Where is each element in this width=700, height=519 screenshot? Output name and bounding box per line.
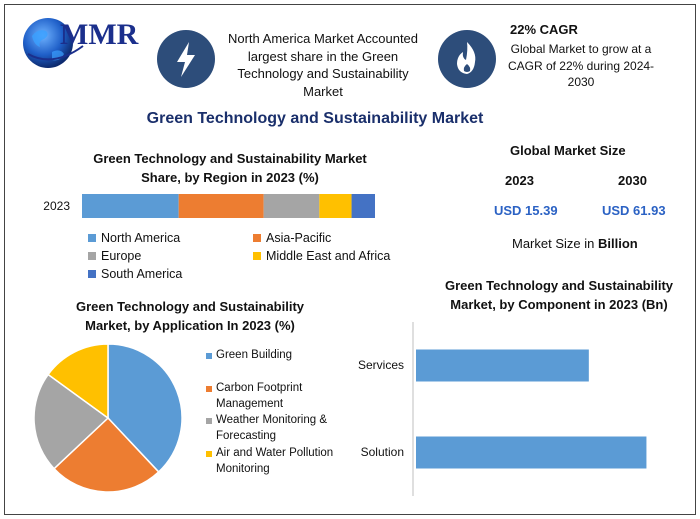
globe-logo-icon [23,18,84,68]
region-bar-segment-4 [351,194,375,218]
market-size-note: Market Size in Billion [512,236,638,251]
region-bar-segment-3 [319,194,352,218]
region-legend-item: North America [88,231,180,245]
pie-slice-1 [52,416,160,493]
region-legend-item: Europe [88,249,141,263]
market-value-2023: USD 15.39 [494,203,558,218]
flame-icon [438,30,496,88]
info-north-america: North America Market Accounted largest s… [227,31,419,99]
pie-slice-3 [47,343,109,420]
legend-label: Asia-Pacific [266,231,332,245]
application-legend-item: Carbon Footprint Management [206,381,346,412]
region-chart-title: Green Technology and Sustainability Mark… [93,151,367,185]
legend-swatch [206,418,212,424]
legend-label: Air and Water Pollution Monitoring [216,447,334,475]
pie-slice-2 [33,373,110,470]
market-size-note-prefix: Market Size in [512,236,598,251]
market-year-2023: 2023 [505,173,534,188]
legend-label: Carbon Footprint Management [216,382,303,410]
legend-swatch [88,252,96,260]
cagr-title: 22% CAGR [510,22,578,37]
legend-swatch [206,353,212,359]
legend-label: North America [101,231,181,245]
region-bar-segment-0 [82,194,179,218]
region-bar-segment-1 [178,194,264,218]
market-year-2030: 2030 [618,173,647,188]
legend-swatch [88,270,96,278]
component-category-label: Services [357,357,404,372]
market-value-2030: USD 61.93 [602,203,666,218]
brand-logo-text: MMR [60,18,139,51]
legend-label: Europe [101,249,142,263]
pie-slice-0 [107,343,183,474]
region-legend-item: Middle East and Africa [253,249,390,263]
region-bar-segment-2 [263,194,320,218]
region-category-label: 2023 [43,199,70,213]
infographic-frame [4,4,696,515]
region-legend-item: South America [88,267,182,281]
application-legend-item: Air and Water Pollution Monitoring [206,446,346,477]
component-bar-0 [416,349,589,382]
legend-swatch [88,234,96,242]
component-chart-title: Green Technology and Sustainability Mark… [444,278,674,312]
component-category-label: Solution [360,444,404,459]
legend-label: South America [101,267,183,281]
legend-label: Green Building [216,349,293,361]
market-size-title: Global Market Size [510,143,626,158]
legend-swatch [206,386,212,392]
region-legend-item: Asia-Pacific [253,231,331,245]
legend-swatch [253,234,261,242]
lightning-icon [157,30,215,88]
cagr-text: Global Market to grow at a CAGR of 22% d… [507,42,655,89]
legend-swatch [253,252,261,260]
legend-label: Weather Monitoring & Forecasting [216,414,328,442]
application-legend-item: Green Building [206,348,346,364]
component-bar-1 [416,436,647,469]
page-title: Green Technology and Sustainability Mark… [146,110,484,127]
application-chart-title: Green Technology and Sustainability Mark… [75,299,305,333]
legend-label: Middle East and Africa [266,249,391,263]
market-size-note-unit: Billion [597,236,638,251]
legend-swatch [206,451,212,457]
application-legend-item: Weather Monitoring & Forecasting [206,413,346,444]
